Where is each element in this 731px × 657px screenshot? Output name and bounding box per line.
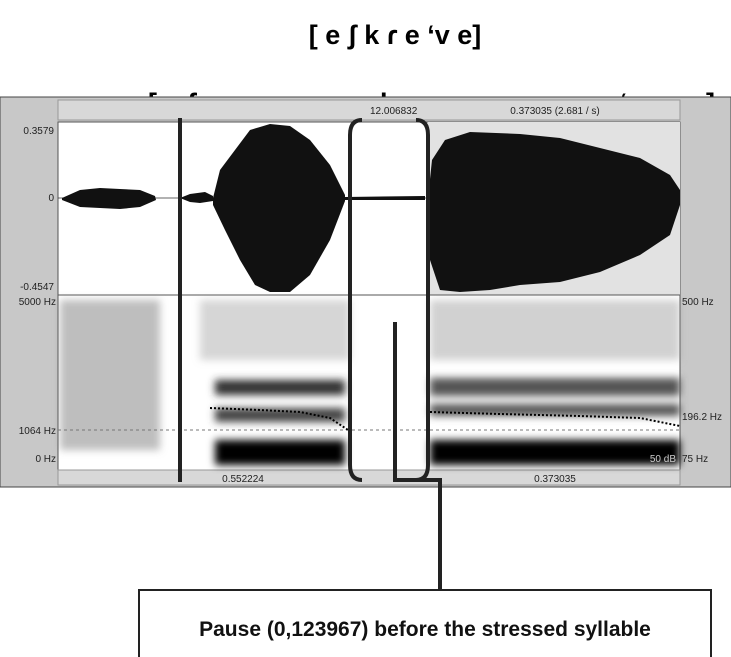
time-label: 12.006832 (370, 106, 418, 117)
duration-label: 0.552224 (222, 474, 264, 485)
duration-label: 0.373035 (2.681 / s) (510, 106, 600, 117)
intensity-label: 50 dB (650, 454, 676, 465)
title: [ e ʃ k ɾ e ‘v e] (309, 20, 482, 50)
amplitude-label: 0 (48, 193, 54, 204)
amplitude-label: -0.4547 (20, 282, 54, 293)
pitch-label: 500 Hz (682, 297, 714, 308)
praat-window: 12.006832 0.373035 (2.681 / s) 0.3579 0 … (0, 97, 731, 487)
frequency-label: 5000 Hz (19, 297, 56, 308)
figure: [ e ʃ k ɾ e ‘v e] [ e ʃ k ɾ e ‘v e ] 12.… (0, 0, 731, 657)
duration-label: 0.373035 (534, 474, 576, 485)
amplitude-label: 0.3579 (23, 126, 54, 137)
pitch-label: 75 Hz (682, 454, 708, 465)
caption: Pause (0,123967) before the stressed syl… (199, 618, 651, 641)
pitch-label: 196.2 Hz (682, 412, 722, 423)
frequency-label: 0 Hz (35, 454, 56, 465)
frequency-label: 1064 Hz (19, 426, 56, 437)
